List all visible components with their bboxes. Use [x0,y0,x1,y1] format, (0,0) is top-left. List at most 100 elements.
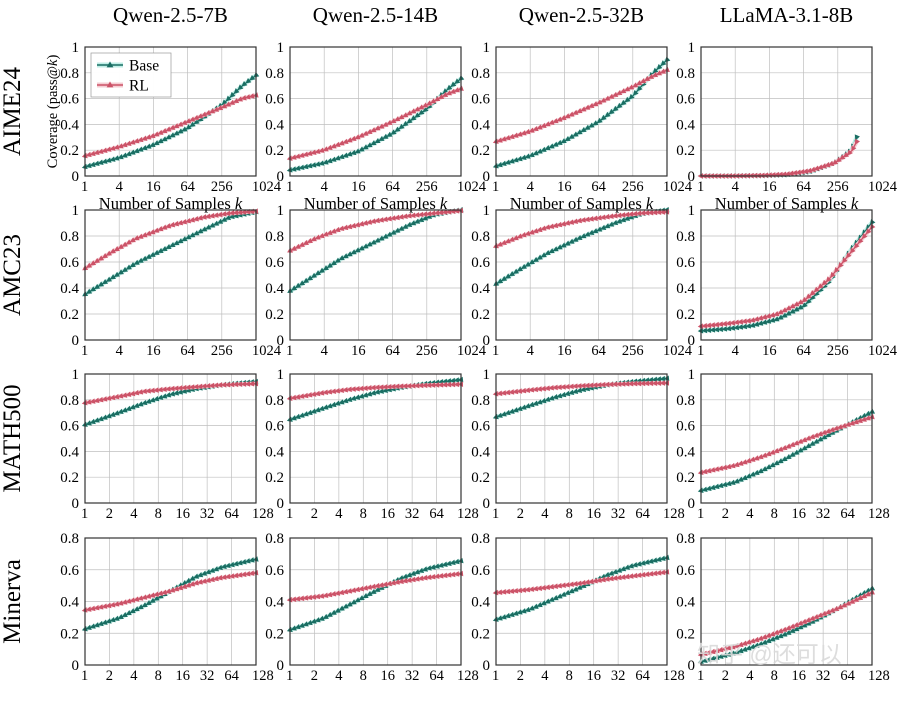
svg-text:8: 8 [155,668,162,684]
svg-text:64: 64 [591,343,606,359]
svg-text:0.8: 0.8 [471,531,490,547]
svg-text:1: 1 [697,668,704,684]
svg-text:256: 256 [211,343,233,359]
svg-text:Qwen-2.5-7B: Qwen-2.5-7B [113,3,228,27]
svg-text:1: 1 [483,367,491,383]
svg-text:0.2: 0.2 [265,307,284,323]
svg-text:0: 0 [483,333,491,349]
svg-text:0: 0 [277,333,285,349]
svg-text:128: 128 [252,668,274,684]
svg-text:32: 32 [200,506,215,522]
svg-text:0: 0 [277,658,285,674]
svg-text:256: 256 [827,179,849,195]
svg-text:1: 1 [688,367,696,383]
svg-text:1: 1 [286,668,293,684]
svg-text:1: 1 [492,343,499,359]
svg-text:16: 16 [557,179,572,195]
svg-text:4: 4 [541,506,549,522]
svg-text:0.2: 0.2 [265,470,284,486]
svg-text:0.6: 0.6 [471,419,490,435]
svg-text:8: 8 [360,668,367,684]
svg-text:64: 64 [796,343,811,359]
svg-text:0.6: 0.6 [676,419,695,435]
svg-text:Number of Samples k: Number of Samples k [304,194,448,213]
svg-text:16: 16 [791,506,806,522]
svg-text:16: 16 [762,343,777,359]
svg-text:0.4: 0.4 [265,281,284,297]
svg-text:128: 128 [663,668,685,684]
svg-text:128: 128 [868,668,890,684]
svg-text:64: 64 [385,343,400,359]
svg-text:0: 0 [688,496,696,512]
svg-text:4: 4 [746,506,754,522]
svg-text:0.6: 0.6 [60,92,79,108]
svg-text:1: 1 [286,179,293,195]
svg-text:256: 256 [827,343,849,359]
svg-text:0.8: 0.8 [676,66,695,82]
svg-text:32: 32 [816,668,831,684]
svg-text:1: 1 [81,179,88,195]
svg-text:0.6: 0.6 [60,419,79,435]
svg-text:4: 4 [541,668,549,684]
svg-text:64: 64 [591,179,606,195]
svg-text:0.8: 0.8 [676,531,695,547]
svg-text:64: 64 [840,668,855,684]
svg-text:128: 128 [663,506,685,522]
svg-text:4: 4 [116,343,124,359]
svg-text:0.4: 0.4 [471,117,490,133]
svg-text:Number of Samples k: Number of Samples k [510,194,654,213]
svg-text:0.6: 0.6 [471,563,490,579]
svg-text:1: 1 [81,668,88,684]
svg-text:0.2: 0.2 [471,470,490,486]
svg-text:64: 64 [224,506,239,522]
svg-text:0.2: 0.2 [676,143,695,159]
svg-text:0.4: 0.4 [60,444,79,460]
svg-text:0.4: 0.4 [676,444,695,460]
svg-text:16: 16 [586,668,601,684]
svg-text:0.2: 0.2 [265,626,284,642]
svg-text:0.4: 0.4 [60,595,79,611]
svg-text:256: 256 [622,179,644,195]
svg-text:4: 4 [732,343,740,359]
svg-text:4: 4 [746,668,754,684]
svg-text:64: 64 [429,506,444,522]
svg-text:0: 0 [277,169,285,185]
svg-text:0.8: 0.8 [265,229,284,245]
svg-text:16: 16 [586,506,601,522]
svg-text:Number of Samples k: Number of Samples k [715,194,859,213]
svg-text:0.2: 0.2 [676,307,695,323]
svg-text:128: 128 [868,506,890,522]
svg-text:0.8: 0.8 [60,229,79,245]
svg-text:32: 32 [611,506,626,522]
svg-text:8: 8 [566,506,573,522]
svg-text:32: 32 [405,668,420,684]
svg-text:1: 1 [688,203,696,219]
svg-text:0.8: 0.8 [471,66,490,82]
svg-text:0.8: 0.8 [471,229,490,245]
svg-text:32: 32 [405,506,420,522]
svg-text:0.2: 0.2 [676,626,695,642]
svg-text:1: 1 [697,506,704,522]
svg-text:0.6: 0.6 [676,92,695,108]
svg-text:2: 2 [311,668,318,684]
svg-text:64: 64 [635,668,650,684]
svg-text:4: 4 [321,179,329,195]
svg-text:1: 1 [81,343,88,359]
svg-text:0.4: 0.4 [471,281,490,297]
svg-text:1: 1 [697,179,704,195]
svg-text:0.2: 0.2 [471,307,490,323]
svg-text:1: 1 [688,40,696,56]
svg-text:0.8: 0.8 [60,393,79,409]
svg-text:1: 1 [277,203,285,219]
svg-text:LLaMA-3.1-8B: LLaMA-3.1-8B [720,3,854,27]
svg-text:0.6: 0.6 [265,419,284,435]
svg-text:0.4: 0.4 [471,595,490,611]
svg-text:MATH500: MATH500 [0,384,26,492]
svg-text:0: 0 [72,169,80,185]
svg-text:4: 4 [527,179,535,195]
svg-text:0.6: 0.6 [265,563,284,579]
svg-text:0: 0 [483,169,491,185]
svg-text:0.4: 0.4 [60,281,79,297]
svg-text:0: 0 [277,496,285,512]
svg-text:256: 256 [416,179,438,195]
